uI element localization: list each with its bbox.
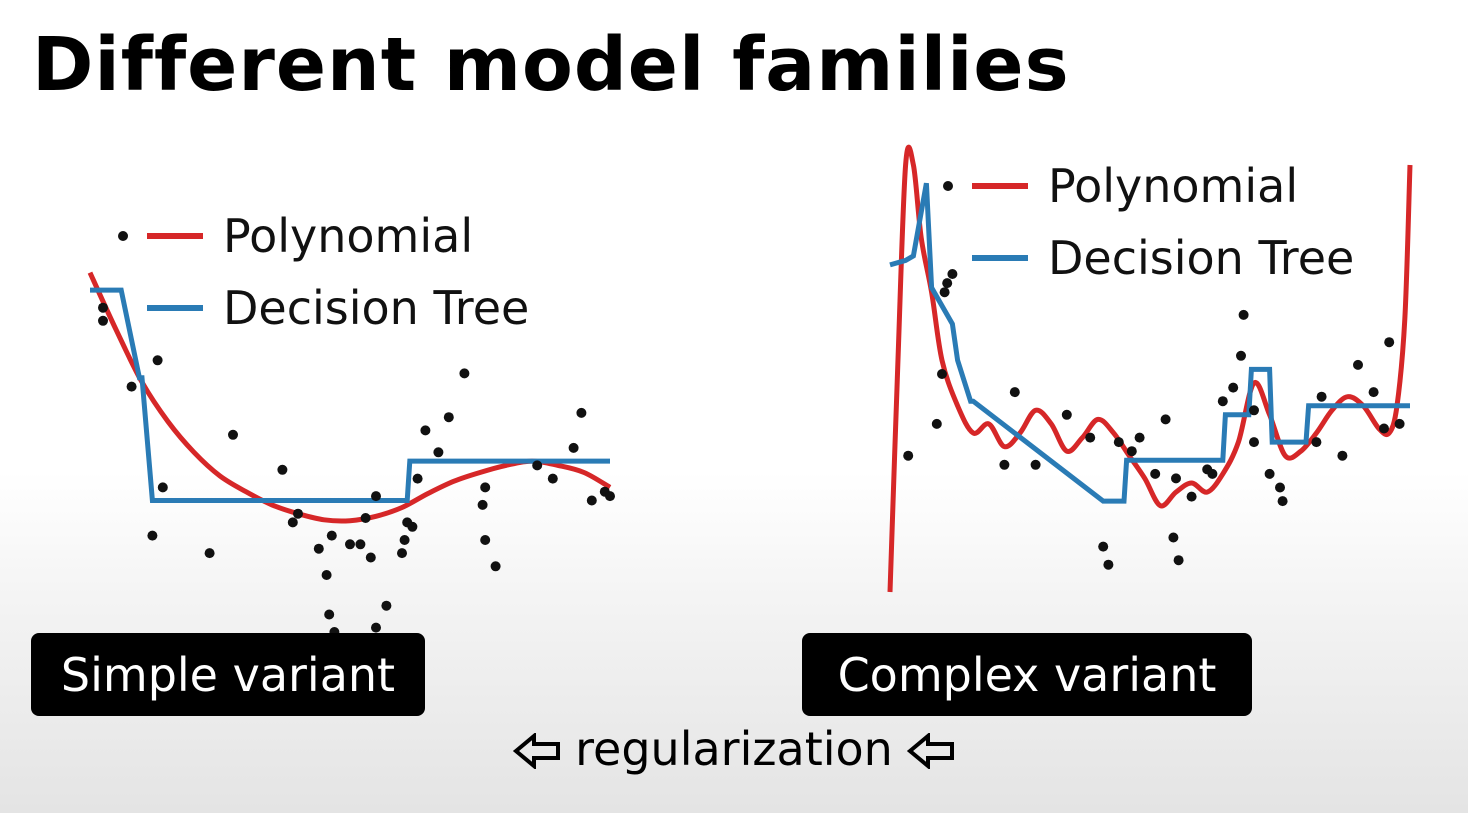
simple-data-point <box>490 561 501 572</box>
simple-data-point <box>407 521 418 532</box>
complex-data-point <box>1337 450 1348 461</box>
complex-data-point <box>1113 437 1124 448</box>
simple-data-point <box>326 530 337 541</box>
complex-data-point <box>1236 350 1246 361</box>
left-arrow-icon <box>512 726 561 780</box>
simple-data-point <box>355 539 366 550</box>
complex-data-point <box>1173 555 1184 566</box>
left-arrow-icon <box>907 726 955 780</box>
simple-data-point <box>126 381 137 392</box>
simple-data-point <box>459 368 470 379</box>
simple-data-point <box>157 482 168 493</box>
simple-data-point <box>204 548 215 559</box>
complex-variant-text: Complex variant <box>837 647 1217 702</box>
complex-data-point <box>1171 473 1181 484</box>
complex-data-point <box>903 450 914 461</box>
regularization-text: regularization <box>575 722 893 776</box>
simple-data-point <box>324 609 335 620</box>
simple-data-point <box>397 548 407 559</box>
simple-data-point <box>576 407 587 418</box>
regularization-caption: regularization <box>0 722 1468 780</box>
complex-data-point <box>937 369 947 379</box>
complex-data-point <box>1061 409 1072 420</box>
complex-decision-tree-line <box>889 182 1410 504</box>
complex-variant-label: Complex variant <box>802 633 1252 716</box>
simple-data-point <box>547 473 558 484</box>
complex-data-point <box>942 278 953 289</box>
simple-data-point <box>443 412 454 423</box>
complex-data-point <box>1217 396 1228 407</box>
complex-data-point <box>1379 423 1389 434</box>
complex-data-point <box>1126 446 1137 457</box>
complex-legend-marker <box>943 181 953 191</box>
complex-data-point <box>1009 387 1020 398</box>
complex-data-point <box>1368 387 1379 398</box>
simple-data-point <box>345 539 355 550</box>
complex-data-point <box>947 269 958 279</box>
simple-data-point <box>480 535 491 545</box>
simple-data-point <box>152 355 163 366</box>
simple-data-point <box>371 622 381 633</box>
simple-data-point <box>98 302 108 313</box>
simple-data-point <box>586 495 597 506</box>
simple-data-point <box>98 315 108 326</box>
complex-data-point <box>1264 468 1275 479</box>
complex-data-point <box>1085 432 1096 443</box>
simple-data-point <box>277 464 288 475</box>
simple-data-point <box>532 460 543 471</box>
complex-data-point <box>999 459 1010 470</box>
simple-data-point <box>568 442 579 453</box>
simple-data-point <box>147 530 158 541</box>
simple-data-point <box>477 499 488 510</box>
complex-data-point <box>1238 309 1249 320</box>
complex-data-point <box>1228 382 1239 393</box>
complex-data-point <box>1186 491 1197 502</box>
simple-data-point <box>287 517 298 528</box>
simple-decision-tree-line <box>90 287 610 503</box>
simple-variant-label: Simple variant <box>31 633 425 716</box>
simple-data-point <box>228 429 238 440</box>
complex-legend-label: Decision Tree <box>1048 231 1354 285</box>
complex-data-point <box>1098 541 1109 552</box>
simple-data-point <box>321 570 332 580</box>
simple-legend-label: Polynomial <box>223 209 473 263</box>
complex-data-point <box>1160 414 1171 425</box>
simple-data-point <box>365 552 376 563</box>
simple-data-point <box>313 543 324 554</box>
complex-data-point <box>1168 532 1179 543</box>
complex-data-point <box>1311 437 1322 448</box>
simple-legend-label: Decision Tree <box>223 281 529 335</box>
simple-data-point <box>293 508 303 519</box>
complex-legend-label: Polynomial <box>1048 159 1298 213</box>
complex-data-point <box>939 287 950 298</box>
simple-data-point <box>420 425 431 436</box>
complex-data-point <box>1249 405 1259 416</box>
complex-data-point <box>1384 337 1395 348</box>
simple-data-point <box>605 491 615 502</box>
complex-polynomial-line <box>887 144 1413 593</box>
complex-data-point <box>931 418 942 429</box>
complex-data-point <box>1150 468 1161 479</box>
complex-data-point <box>1316 391 1327 402</box>
page-title: Different model families <box>32 22 1070 108</box>
simple-data-point <box>360 513 371 523</box>
simple-legend-marker <box>118 231 128 241</box>
complex-data-point <box>1394 418 1405 429</box>
simple-data-point <box>399 535 410 545</box>
simple-data-point <box>412 473 423 484</box>
complex-data-point <box>1103 559 1114 570</box>
simple-data-point <box>381 600 392 611</box>
simple-data-point <box>371 491 381 502</box>
simple-variant-text: Simple variant <box>60 647 396 702</box>
complex-data-point <box>1249 437 1259 448</box>
complex-data-point <box>1207 468 1218 479</box>
complex-data-point <box>1275 482 1285 493</box>
complex-data-point <box>1277 496 1288 507</box>
simple-data-point <box>480 482 491 493</box>
complex-data-point <box>1134 432 1145 443</box>
simple-data-point <box>433 447 444 458</box>
complex-data-point <box>1030 459 1041 470</box>
complex-data-point <box>1353 359 1363 370</box>
